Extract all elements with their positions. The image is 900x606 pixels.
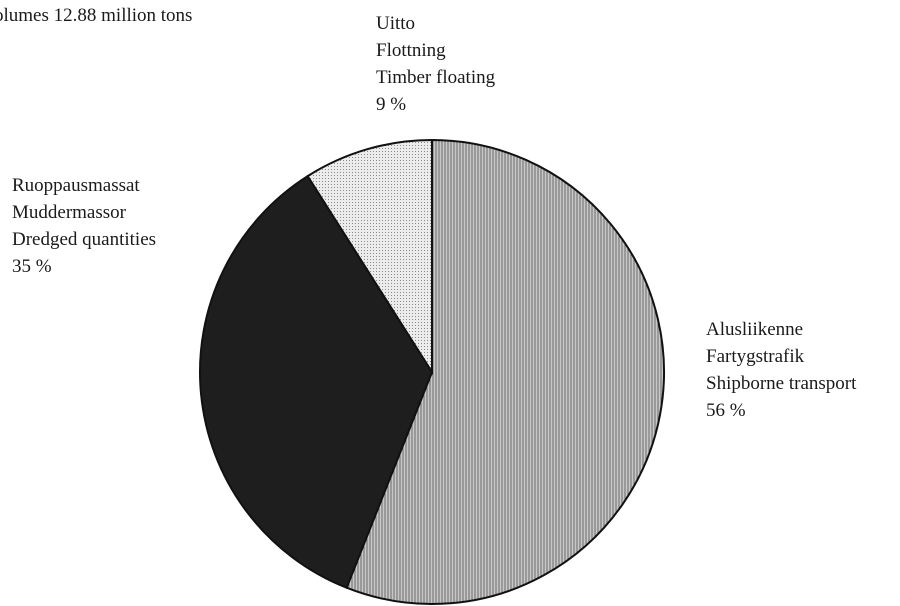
label-percent: 35 % — [12, 256, 52, 277]
label-en: Timber floating — [376, 67, 496, 88]
label-percent: 9 % — [376, 94, 407, 115]
pie-slice-shipborne-transport — [345, 138, 665, 605]
slice-label-dredged-quantities: Ruoppausmassat Muddermassor Dredged quan… — [12, 172, 156, 280]
slice-label-timber-floating: Uitto Flottning Timber floating 9 % — [376, 10, 495, 118]
pie-slice-timber-floating — [306, 138, 433, 376]
label-sv: Fartygstrafik — [706, 346, 805, 367]
label-fi: Uitto — [376, 13, 416, 34]
label-en: Shipborne transport — [706, 373, 857, 394]
label-fi: Ruoppausmassat — [12, 175, 140, 196]
label-percent: 56 % — [706, 400, 746, 421]
pie-slice-dredged-quantities — [199, 174, 434, 590]
label-sv: Muddermassor — [12, 202, 126, 223]
slice-label-shipborne-transport: Alusliikenne Fartygstrafik Shipborne tra… — [706, 316, 856, 424]
chart-caption: olumes 12.88 million tons — [0, 5, 193, 26]
label-sv: Flottning — [376, 40, 446, 61]
label-en: Dredged quantities — [12, 229, 157, 250]
label-fi: Alusliikenne — [706, 319, 804, 340]
